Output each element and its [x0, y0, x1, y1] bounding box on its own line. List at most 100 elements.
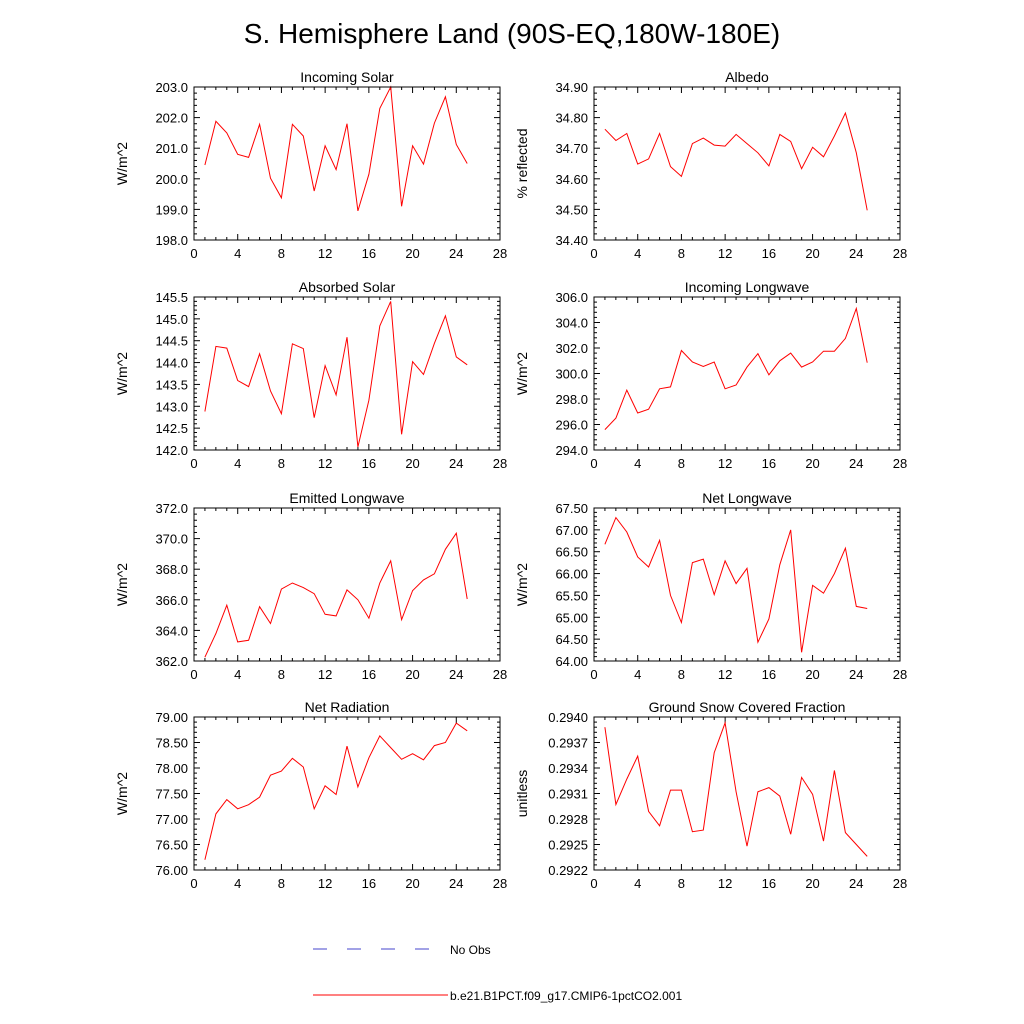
y-tick-label: 34.80 — [555, 111, 588, 126]
panels: Incoming Solar W/m^2 0 4 8 12 16 20 24 28 198.0 199… — [114, 69, 907, 891]
panel-title: Emitted Longwave — [289, 490, 404, 506]
x-tick-label: 4 — [634, 876, 641, 891]
panel-net-longwave: Net Longwave W/m^2 0 4 8 12 16 20 24 28 64.00 64.50… — [514, 490, 907, 682]
series-line — [604, 306, 868, 430]
y-tick-label: 77.50 — [155, 787, 188, 802]
x-tick-label: 12 — [318, 667, 332, 682]
x-tick-label: 20 — [405, 456, 419, 471]
x-tick-label: 4 — [234, 667, 241, 682]
plot-frame — [593, 716, 901, 871]
x-tick-label: 12 — [718, 456, 732, 471]
panel-absorbed-solar: Absorbed Solar W/m^2 0 4 8 12 16 20 24 28 142.0 142… — [114, 279, 507, 471]
series-line — [604, 720, 868, 857]
y-tick-label: 143.0 — [155, 399, 188, 414]
y-tick-label: 362.0 — [155, 654, 188, 669]
y-tick-label: 65.50 — [555, 588, 588, 603]
x-tick-label: 8 — [278, 456, 285, 471]
x-tick-label: 28 — [493, 667, 507, 682]
y-axis-label: W/m^2 — [514, 352, 530, 395]
y-tick-label: 0.2922 — [548, 863, 588, 878]
figure-title: S. Hemisphere Land (90S-EQ,180W-180E) — [244, 18, 780, 49]
y-tick-label: 66.50 — [555, 545, 588, 560]
x-tick-label: 28 — [493, 876, 507, 891]
x-tick-label: 28 — [893, 876, 907, 891]
panel-emitted-longwave: Emitted Longwave W/m^2 0 4 8 12 16 20 24 28 362.0 3… — [114, 490, 507, 682]
x-tick-label: 20 — [805, 667, 819, 682]
y-axis-label: W/m^2 — [114, 772, 130, 815]
x-tick-label: 24 — [449, 456, 463, 471]
y-tick-label: 201.0 — [155, 141, 188, 156]
y-tick-label: 144.5 — [155, 334, 188, 349]
panel-title: Absorbed Solar — [299, 279, 396, 295]
x-tick-label: 0 — [190, 876, 197, 891]
y-axis-label: unitless — [514, 770, 530, 817]
legend-no-obs-label: No Obs — [450, 943, 491, 957]
series-line — [204, 722, 468, 860]
legend: No Obs b.e21.B1PCT.f09_g17.CMIP6-1pctCO2… — [313, 943, 682, 1003]
x-tick-label: 0 — [190, 667, 197, 682]
panel-incoming-longwave: Incoming Longwave W/m^2 0 4 8 12 16 20 24 28 294.0… — [514, 279, 907, 471]
plot-frame — [593, 86, 901, 241]
panel-albedo: Albedo % reflected 0 4 8 12 16 20 24 28 34.40 34.50… — [514, 69, 907, 261]
x-tick-label: 20 — [805, 876, 819, 891]
x-tick-label: 24 — [849, 876, 863, 891]
panel-title: Net Longwave — [702, 490, 792, 506]
y-tick-label: 34.40 — [555, 233, 588, 248]
y-tick-label: 78.50 — [155, 736, 188, 751]
y-tick-label: 144.0 — [155, 356, 188, 371]
y-axis-label: W/m^2 — [114, 563, 130, 606]
series-line — [204, 301, 468, 448]
y-tick-label: 366.0 — [155, 593, 188, 608]
y-tick-label: 142.5 — [155, 421, 188, 436]
y-tick-label: 34.90 — [555, 80, 588, 95]
panel-title: Ground Snow Covered Fraction — [649, 699, 846, 715]
y-axis-label: W/m^2 — [114, 352, 130, 395]
y-tick-label: 79.00 — [155, 710, 188, 725]
x-tick-label: 12 — [718, 246, 732, 261]
x-tick-label: 8 — [678, 456, 685, 471]
x-tick-label: 16 — [762, 246, 776, 261]
plot-frame — [593, 507, 901, 662]
legend-model-label: b.e21.B1PCT.f09_g17.CMIP6-1pctCO2.001 — [450, 989, 682, 1003]
x-tick-label: 8 — [678, 876, 685, 891]
y-tick-label: 78.00 — [155, 761, 188, 776]
y-tick-label: 142.0 — [155, 443, 188, 458]
panel-title: Albedo — [725, 69, 769, 85]
x-tick-label: 20 — [405, 876, 419, 891]
x-tick-label: 12 — [318, 246, 332, 261]
panel-ground-snow-covered-fraction: Ground Snow Covered Fraction unitless 0 4 8 1… — [514, 699, 907, 891]
y-tick-label: 0.2934 — [548, 761, 588, 776]
x-tick-label: 28 — [893, 246, 907, 261]
y-tick-label: 34.70 — [555, 141, 588, 156]
x-tick-label: 16 — [362, 876, 376, 891]
x-tick-label: 4 — [634, 246, 641, 261]
y-tick-label: 368.0 — [155, 562, 188, 577]
y-tick-label: 145.5 — [155, 290, 188, 305]
x-tick-label: 12 — [718, 876, 732, 891]
x-tick-label: 8 — [278, 876, 285, 891]
y-tick-label: 143.5 — [155, 377, 188, 392]
x-tick-label: 0 — [590, 876, 597, 891]
y-tick-label: 65.00 — [555, 610, 588, 625]
series-line — [604, 111, 868, 211]
x-tick-label: 28 — [493, 246, 507, 261]
x-tick-label: 12 — [718, 667, 732, 682]
series-line — [204, 531, 468, 658]
panel-net-radiation: Net Radiation W/m^2 0 4 8 12 16 20 24 28 76.00 76.5… — [114, 699, 507, 891]
x-tick-label: 20 — [805, 456, 819, 471]
x-tick-label: 16 — [762, 667, 776, 682]
y-tick-label: 203.0 — [155, 80, 188, 95]
y-tick-label: 0.2925 — [548, 838, 588, 853]
y-tick-label: 0.2931 — [548, 787, 588, 802]
x-tick-label: 12 — [318, 876, 332, 891]
x-tick-label: 8 — [278, 667, 285, 682]
x-tick-label: 24 — [849, 456, 863, 471]
panel-title: Incoming Longwave — [685, 279, 810, 295]
x-tick-label: 28 — [493, 456, 507, 471]
plot-frame — [193, 296, 501, 451]
y-axis-label: % reflected — [514, 128, 530, 198]
x-tick-label: 24 — [849, 246, 863, 261]
y-tick-label: 302.0 — [555, 341, 588, 356]
x-tick-label: 8 — [678, 667, 685, 682]
x-tick-label: 0 — [190, 456, 197, 471]
